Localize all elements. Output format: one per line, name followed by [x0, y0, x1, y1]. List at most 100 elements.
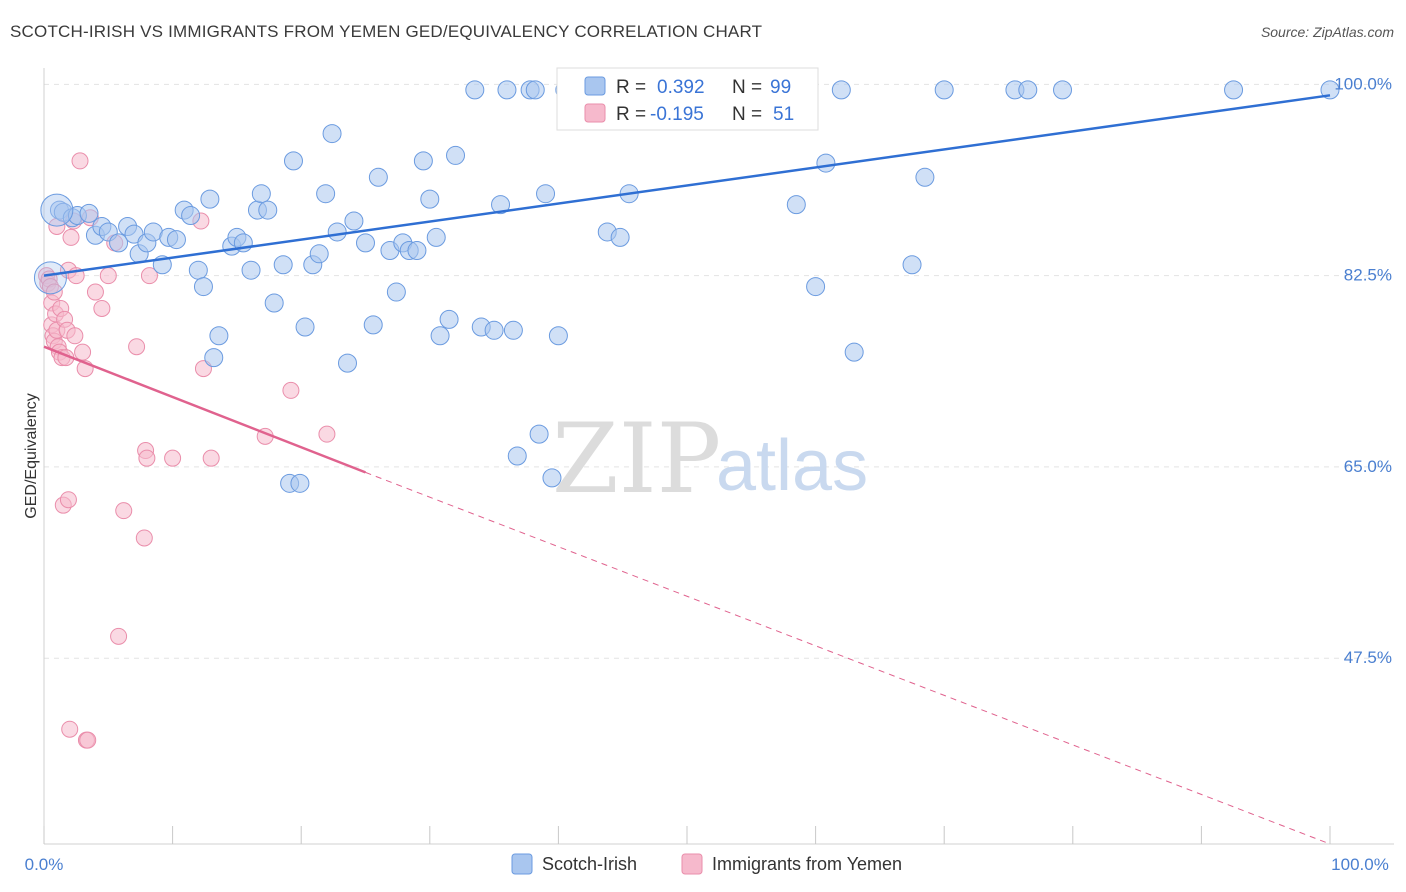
point-scotch-irish-48 [386, 282, 406, 302]
point-yemen-29 [79, 731, 97, 749]
point-scotch-irish-20 [193, 277, 213, 297]
point-scotch-irish-57 [446, 145, 466, 165]
trend-line-scotch-irish [43, 94, 1331, 277]
point-scotch-irish-35 [290, 473, 310, 493]
legend-r-value-1: 0.392 [657, 77, 705, 98]
legend-n-value-2: 51 [773, 104, 794, 125]
legend-n-value-1: 99 [770, 77, 791, 98]
point-scotch-irish-42 [337, 353, 357, 373]
point-scotch-irish-23 [204, 348, 224, 368]
point-yemen-25 [71, 152, 89, 170]
point-scotch-irish-58 [465, 80, 485, 100]
watermark-atlas: atlas [716, 426, 868, 506]
point-scotch-irish-55 [430, 326, 450, 346]
source-label: Source: ZipAtlas.com [1260, 24, 1394, 40]
point-scotch-irish-34 [283, 151, 303, 171]
point-yemen-41 [140, 267, 158, 285]
point-scotch-irish-19 [188, 260, 208, 280]
point-scotch-irish-16 [166, 230, 186, 250]
point-scotch-irish-36 [295, 317, 315, 337]
point-scotch-irish-93 [934, 80, 954, 100]
point-scotch-irish-95 [1018, 80, 1038, 100]
point-scotch-irish-31 [264, 293, 284, 313]
point-scotch-irish-51 [407, 241, 427, 261]
point-scotch-irish-60 [484, 320, 504, 340]
point-scotch-irish-22 [209, 326, 229, 346]
point-scotch-irish-91 [902, 255, 922, 275]
chart-title: SCOTCH-IRISH VS IMMIGRANTS FROM YEMEN GE… [10, 22, 763, 41]
point-scotch-irish-52 [413, 151, 433, 171]
point-yemen-50 [45, 283, 63, 301]
point-scotch-irish-70 [548, 326, 568, 346]
stats-legend: R = 0.392 N = 99 R = -0.195 N = 51 [556, 67, 819, 131]
legend-label-yemen: Immigrants from Yemen [712, 854, 902, 874]
series-legend: Scotch-Irish Immigrants from Yemen [511, 853, 902, 875]
point-scotch-irish-29 [251, 184, 271, 204]
trend-line-yemen [43, 345, 366, 474]
point-scotch-irish-54 [426, 227, 446, 247]
legend-r-value-2: -0.195 [650, 104, 704, 125]
point-scotch-irish-87 [806, 277, 826, 297]
point-yemen-31 [86, 283, 104, 301]
point-scotch-irish-90 [844, 342, 864, 362]
point-yemen-23 [66, 327, 84, 345]
point-yemen-38 [135, 529, 153, 547]
point-yemen-40 [138, 449, 156, 467]
point-scotch-irish-21 [200, 189, 220, 209]
point-scotch-irish-63 [503, 320, 523, 340]
point-scotch-irish-4 [79, 203, 99, 223]
y-axis-label: GED/Equivalency [23, 393, 40, 518]
point-yemen-36 [115, 502, 133, 520]
point-yemen-47 [282, 381, 300, 399]
point-scotch-irish-44 [356, 233, 375, 253]
y-tick-label-2: 65.0% [1344, 457, 1392, 476]
point-scotch-irish-39 [316, 184, 336, 204]
point-scotch-irish-45 [363, 315, 383, 335]
point-scotch-irish-30 [258, 200, 278, 220]
point-yemen-37 [128, 338, 146, 356]
y-tick-label-3: 47.5% [1344, 648, 1392, 667]
legend-r-label-1: R = [616, 77, 646, 98]
x-tick-label-min: 0.0% [25, 855, 64, 874]
point-scotch-irish-64 [507, 446, 527, 466]
point-scotch-irish-32 [273, 255, 293, 275]
point-scotch-irish-41 [327, 222, 347, 242]
point-scotch-irish-92 [915, 167, 935, 187]
point-yemen-42 [164, 449, 182, 467]
legend-n-label-1: N = [732, 77, 762, 98]
point-scotch-irish-88 [816, 153, 836, 173]
point-yemen-33 [99, 267, 117, 285]
point-scotch-irish-46 [368, 167, 388, 187]
point-scotch-irish-69 [542, 468, 562, 488]
watermark-zip: ZIP [552, 403, 721, 515]
point-yemen-19 [59, 491, 77, 509]
point-scotch-irish-97 [1224, 80, 1244, 100]
point-scotch-irish-8 [109, 233, 129, 253]
y-tick-label-0: 100.0% [1334, 74, 1392, 93]
y-axis-tick-labels: 100.0% 82.5% 65.0% 47.5% [1334, 74, 1392, 667]
point-scotch-irish-66 [525, 80, 545, 100]
y-tick-label-1: 82.5% [1344, 266, 1392, 285]
point-scotch-irish-27 [241, 260, 261, 280]
watermark: ZIP atlas [552, 403, 868, 515]
point-scotch-irish-75 [610, 227, 630, 247]
point-yemen-48 [318, 425, 336, 443]
point-scotch-irish-53 [420, 189, 440, 209]
point-scotch-irish-98 [1320, 80, 1340, 100]
point-scotch-irish-96 [1053, 80, 1073, 100]
point-scotch-irish-18 [181, 206, 201, 226]
trend-line-yemen-extension [365, 471, 1331, 845]
point-yemen-26 [74, 343, 92, 361]
legend-swatch-blue [584, 76, 606, 96]
point-scotch-irish-62 [497, 80, 517, 100]
point-yemen-45 [202, 449, 220, 467]
point-scotch-irish-89 [831, 80, 851, 100]
legend-swatch-scotch-irish [511, 853, 533, 875]
trend-lines [43, 94, 1331, 845]
point-yemen-21 [62, 228, 80, 246]
point-scotch-irish-67 [529, 424, 549, 444]
point-scotch-irish-large-0 [40, 193, 74, 227]
legend-swatch-pink [584, 103, 606, 123]
point-scotch-irish-68 [536, 184, 556, 204]
